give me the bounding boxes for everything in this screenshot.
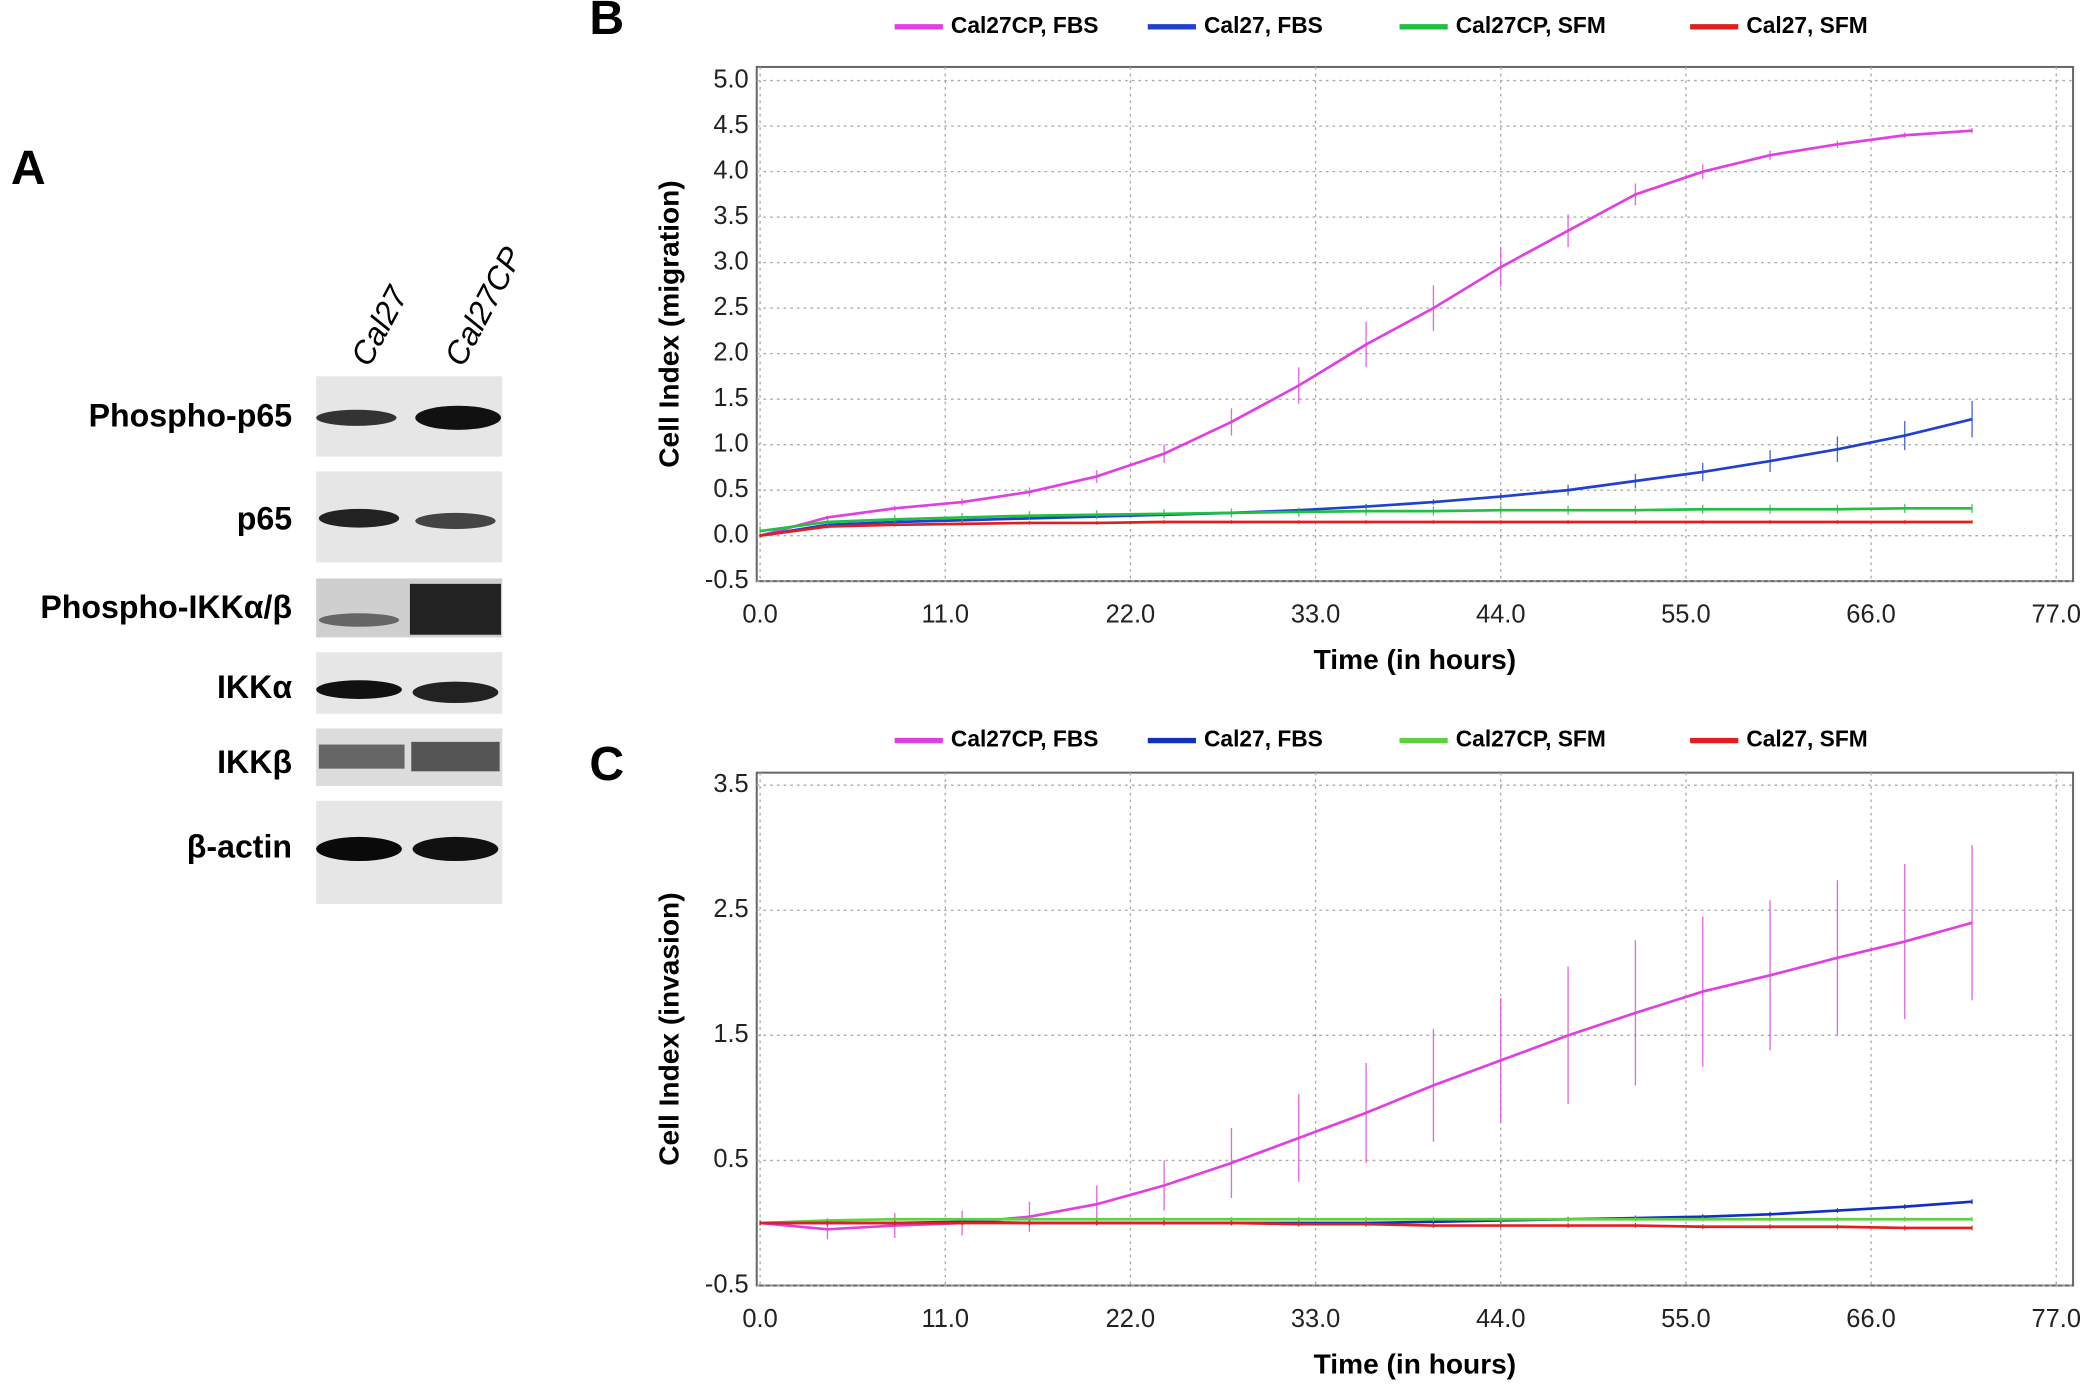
x-tick-label: 66.0 — [1846, 601, 1896, 629]
series-line — [760, 1221, 1973, 1230]
band — [316, 836, 402, 862]
y-axis-label: Cell Index (migration) — [653, 180, 684, 467]
x-tick-label: 11.0 — [921, 601, 969, 629]
x-tick-label: 44.0 — [1476, 601, 1526, 629]
x-tick-label: 55.0 — [1661, 601, 1711, 629]
legend-label: Cal27CP, FBS — [951, 726, 1099, 752]
band — [318, 508, 400, 528]
band — [415, 512, 496, 529]
x-tick-label: 33.0 — [1291, 1305, 1341, 1333]
panel-letter: B — [589, 0, 624, 45]
y-tick-label: 0.0 — [713, 520, 748, 548]
y-tick-label: 3.5 — [713, 770, 748, 798]
y-tick-label: 2.5 — [713, 293, 748, 321]
y-tick-label: 4.5 — [713, 111, 748, 139]
row-label: β-actin — [187, 828, 292, 864]
x-tick-label: 66.0 — [1846, 1305, 1896, 1333]
y-tick-label: 3.0 — [713, 247, 748, 275]
band — [412, 836, 499, 862]
y-tick-label: 4.0 — [713, 156, 748, 184]
band — [412, 681, 499, 704]
legend-label: Cal27CP, SFM — [1456, 726, 1606, 752]
y-tick-label: 0.5 — [713, 475, 748, 503]
series-line — [760, 1217, 1973, 1225]
legend-label: Cal27, SFM — [1746, 726, 1867, 752]
row-label: IKKβ — [217, 744, 292, 780]
y-tick-label: 1.0 — [713, 429, 748, 457]
blot-panels — [316, 376, 503, 904]
y-tick-label: -0.5 — [705, 1270, 749, 1298]
y-tick-label: 5.0 — [713, 65, 748, 93]
legend-label: Cal27, FBS — [1204, 726, 1323, 752]
y-tick-label: 3.5 — [713, 202, 748, 230]
series-line — [759, 520, 1973, 537]
y-tick-label: 0.5 — [713, 1145, 748, 1173]
band — [318, 613, 400, 627]
band — [316, 680, 402, 700]
band — [318, 744, 405, 769]
panel-letter: C — [589, 737, 624, 791]
x-axis-label: Time (in hours) — [1314, 1348, 1517, 1379]
x-tick-label: 55.0 — [1661, 1305, 1711, 1333]
y-tick-label: 2.5 — [713, 895, 748, 923]
x-tick-label: 22.0 — [1106, 1305, 1156, 1333]
x-tick-label: 22.0 — [1106, 601, 1156, 629]
legend-label: Cal27CP, FBS — [951, 12, 1099, 38]
panel-letter: A — [11, 141, 46, 195]
x-tick-label: 33.0 — [1291, 601, 1341, 629]
legend-label: Cal27CP, SFM — [1456, 12, 1606, 38]
x-tick-label: 77.0 — [2031, 1305, 2081, 1333]
series-line — [759, 506, 1973, 533]
series-line — [759, 129, 1973, 537]
band — [409, 583, 501, 635]
x-tick-label: 11.0 — [921, 1305, 969, 1333]
x-tick-label: 44.0 — [1476, 1305, 1526, 1333]
legend-label: Cal27, SFM — [1746, 12, 1867, 38]
y-tick-label: 1.5 — [713, 384, 748, 412]
y-tick-label: -0.5 — [705, 566, 749, 594]
y-tick-label: 2.0 — [713, 338, 748, 366]
x-axis-label: Time (in hours) — [1314, 644, 1517, 675]
y-axis-label: Cell Index (invasion) — [653, 892, 684, 1165]
band — [415, 405, 501, 430]
plot-area — [755, 65, 2075, 583]
x-tick-label: 0.0 — [742, 1305, 777, 1333]
row-label: Phospho-p65 — [89, 397, 292, 433]
row-label: p65 — [237, 500, 292, 536]
plot-area — [755, 771, 2075, 1287]
row-label: IKKα — [217, 669, 292, 705]
x-tick-label: 0.0 — [742, 601, 777, 629]
band — [411, 741, 500, 772]
row-label: Phospho-IKKα/β — [40, 589, 292, 625]
x-tick-label: 77.0 — [2031, 601, 2081, 629]
legend-label: Cal27, FBS — [1204, 12, 1323, 38]
y-tick-label: 1.5 — [713, 1020, 748, 1048]
band — [316, 409, 397, 426]
